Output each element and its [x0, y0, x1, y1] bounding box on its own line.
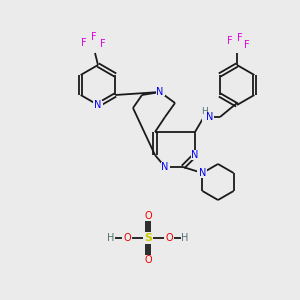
- Text: F: F: [81, 38, 87, 48]
- Text: N: N: [206, 112, 214, 122]
- Text: F: F: [100, 39, 106, 49]
- FancyBboxPatch shape: [197, 169, 207, 177]
- Text: O: O: [144, 255, 152, 265]
- Text: F: F: [244, 40, 250, 50]
- FancyBboxPatch shape: [202, 112, 214, 122]
- FancyBboxPatch shape: [122, 233, 132, 242]
- Text: N: N: [156, 87, 164, 97]
- Text: O: O: [123, 233, 131, 243]
- FancyBboxPatch shape: [181, 234, 189, 242]
- FancyBboxPatch shape: [143, 212, 153, 220]
- Text: F: F: [237, 33, 243, 43]
- FancyBboxPatch shape: [155, 88, 164, 96]
- Text: N: N: [94, 100, 102, 110]
- Text: H: H: [201, 107, 207, 116]
- Text: N: N: [191, 150, 199, 160]
- Text: O: O: [165, 233, 173, 243]
- FancyBboxPatch shape: [190, 151, 200, 159]
- Text: F: F: [227, 36, 233, 46]
- Text: N: N: [199, 168, 206, 178]
- Text: S: S: [144, 233, 152, 243]
- FancyBboxPatch shape: [164, 233, 174, 242]
- Text: F: F: [91, 32, 97, 42]
- FancyBboxPatch shape: [143, 256, 153, 265]
- FancyBboxPatch shape: [160, 163, 169, 171]
- FancyBboxPatch shape: [93, 101, 103, 109]
- FancyBboxPatch shape: [143, 233, 153, 242]
- FancyBboxPatch shape: [107, 234, 115, 242]
- Text: N: N: [161, 162, 169, 172]
- Text: H: H: [107, 233, 115, 243]
- Text: H: H: [181, 233, 189, 243]
- Text: O: O: [144, 211, 152, 221]
